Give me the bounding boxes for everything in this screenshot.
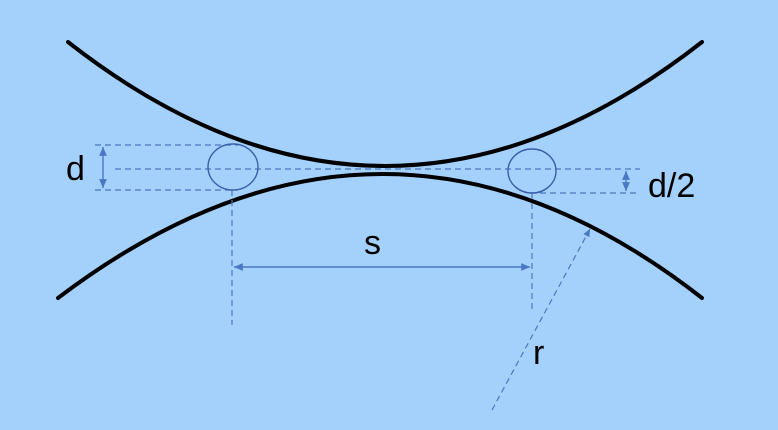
radius-line	[491, 228, 591, 411]
label-r: r	[533, 334, 544, 372]
label-d: d	[66, 150, 85, 188]
left-particle-circle	[207, 143, 259, 191]
label-d-half: d/2	[648, 167, 695, 205]
upper-roll-curve	[66, 40, 704, 168]
right-particle-circle	[507, 148, 557, 194]
label-s: s	[364, 224, 381, 262]
lower-roll-curve	[56, 172, 704, 300]
